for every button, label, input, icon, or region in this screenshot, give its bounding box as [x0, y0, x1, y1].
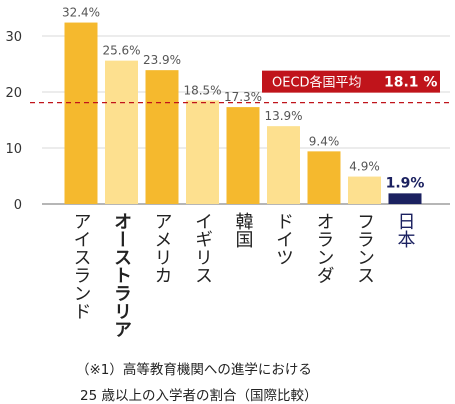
- x-tick-label: アメリカ: [152, 212, 173, 284]
- footnote-line-1: （※1）高等教育機関への進学における: [76, 362, 312, 378]
- bar: [226, 107, 260, 204]
- bar: [145, 70, 179, 204]
- bar: [267, 126, 300, 204]
- x-tick-label: フランス: [354, 212, 375, 284]
- y-tick-label: 20: [5, 86, 22, 101]
- bar: [186, 100, 219, 204]
- bar-value-label: 23.9%: [143, 53, 181, 67]
- bar-value-label: 9.4%: [309, 134, 340, 148]
- footnote-line-2: 25 歳以上の入学者の割合（国際比較）: [80, 388, 318, 404]
- x-tick-label: オランダ: [314, 212, 335, 284]
- bar-value-label: 25.6%: [102, 44, 140, 58]
- bar: [348, 176, 381, 204]
- bar: [105, 60, 138, 204]
- y-axis: 0 10 20 30: [5, 30, 22, 213]
- bar-value-label: 13.9%: [264, 109, 302, 123]
- average-label: OECD各国平均: [272, 75, 362, 91]
- x-tick-label: 韓国: [233, 212, 254, 248]
- x-tick-label: オーストラリア: [111, 212, 132, 338]
- bars: 32.4% 25.6%23.9% 18.5% 17.3%13.9% 9.4% 4.9% 1.…: [62, 6, 425, 205]
- average-value-label: 18.1 %: [384, 75, 437, 91]
- average-callout-box: [262, 70, 440, 93]
- bar-value-label: 18.5%: [183, 83, 221, 97]
- x-axis-labels: アイスランド オーストラリア アメリカ イギリス 韓国 ドイツ オランダ フランス 日本: [71, 212, 416, 338]
- y-tick-label: 0: [14, 198, 22, 213]
- y-tick-label: 10: [5, 142, 22, 157]
- x-tick-label: 日本: [395, 212, 416, 248]
- y-tick-label: 30: [5, 30, 22, 45]
- x-tick-label: アイスランド: [71, 212, 92, 320]
- bar: [307, 151, 341, 204]
- bar-value-label: 1.9%: [386, 175, 425, 191]
- bar-value-label: 32.4%: [62, 6, 100, 20]
- x-tick-label: ドイツ: [273, 212, 294, 266]
- x-tick-label: イギリス: [192, 212, 213, 284]
- bar: [388, 193, 422, 204]
- bar: [64, 22, 98, 205]
- bar-value-label: 17.3%: [224, 90, 262, 104]
- bar-value-label: 4.9%: [349, 160, 380, 174]
- average-line-group: OECD各国平均 18.1 %: [30, 70, 450, 104]
